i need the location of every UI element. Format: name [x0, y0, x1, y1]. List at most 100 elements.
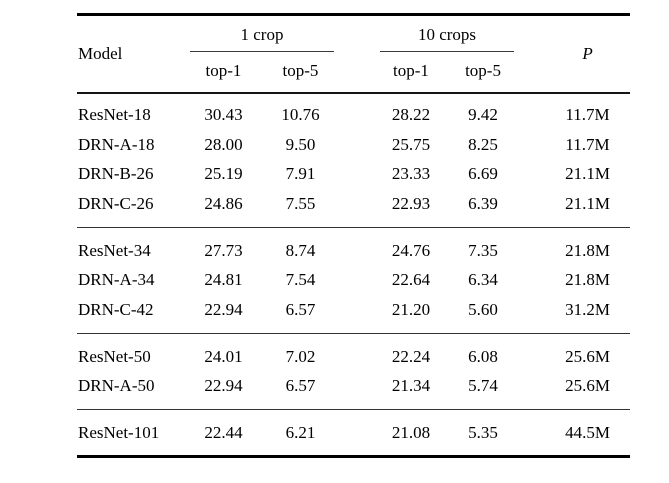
crop10-top1-cell: 23.33 — [391, 164, 431, 183]
column-spacer — [339, 93, 375, 130]
column-header-10crops-top1: top-1 — [375, 52, 447, 94]
column-spacer — [339, 189, 375, 227]
crop1-top1-cell: 24.81 — [204, 270, 243, 289]
model-cell: ResNet-101 — [77, 409, 185, 457]
column-spacer — [339, 332, 375, 372]
params-cell: 21.1M — [565, 193, 610, 213]
crop1-top5-cell: 7.55 — [285, 193, 316, 213]
column-spacer — [339, 372, 375, 410]
table-body: ResNet-18 30.43 10.76 28.22 9.42 11.7M D… — [77, 93, 631, 457]
crop10-top5-cell: 5.35 — [447, 409, 520, 457]
params-cell: 11.7M — [565, 105, 610, 124]
params-cell: 25.6M — [565, 376, 610, 395]
column-spacer — [519, 160, 545, 190]
crop1-top1-cell: 22.94 — [204, 299, 243, 319]
crop10-top1-cell: 22.24 — [375, 332, 447, 372]
crop10-top5-cell: 6.39 — [468, 193, 498, 213]
table-row: DRN-C-26 24.86 7.55 22.93 6.39 21.1M — [77, 189, 630, 227]
crop1-top5-cell: 6.57 — [285, 376, 316, 395]
crop1-top1-cell: 24.01 — [185, 332, 262, 372]
crop10-top1-cell: 22.64 — [391, 270, 431, 289]
column-group-header-1crop: 1 crop — [185, 15, 339, 52]
column-spacer — [519, 226, 546, 266]
crop1-top5-cell: 6.21 — [262, 409, 339, 457]
model-cell: DRN-C-42 — [78, 299, 154, 319]
crop10-top1-cell: 22.93 — [391, 193, 431, 213]
column-header-1crop-top5: top-5 — [262, 52, 339, 94]
crop10-top1-cell: 21.20 — [391, 299, 431, 319]
table-row: ResNet-50 24.01 7.02 22.24 6.08 25.6M — [77, 332, 631, 372]
column-spacer — [519, 189, 545, 227]
crop10-top1-cell: 25.75 — [391, 134, 431, 154]
group-label-1crop: 1 crop — [190, 24, 334, 52]
crop1-top1-cell: 27.73 — [185, 226, 262, 266]
params-cell: 25.6M — [545, 332, 631, 372]
column-spacer — [339, 160, 375, 190]
column-spacer — [519, 266, 545, 296]
crop10-top5-cell: 6.34 — [468, 270, 498, 289]
table-row: DRN-A-50 22.94 6.57 21.34 5.74 25.6M — [77, 372, 630, 410]
column-spacer — [519, 372, 545, 410]
crop1-top5-cell: 9.50 — [285, 134, 316, 154]
crop1-top1-cell: 22.94 — [204, 376, 243, 395]
crop10-top1-cell: 21.08 — [375, 409, 447, 457]
crop1-top5-cell: 10.76 — [281, 105, 320, 124]
model-cell: ResNet-50 — [77, 332, 185, 372]
params-cell: 21.8M — [545, 226, 631, 266]
table-header: Model 1 crop 10 crops P top-1 top-5 top-… — [77, 14, 631, 94]
column-header-params: P — [545, 14, 631, 94]
crop10-top5-cell: 9.42 — [468, 105, 498, 124]
crop10-top5-cell: 6.08 — [447, 332, 520, 372]
results-table: Model 1 crop 10 crops P top-1 top-5 top-… — [77, 13, 631, 458]
column-spacer — [519, 93, 545, 130]
crop1-top5-cell: 8.74 — [262, 226, 339, 266]
crop10-top5-cell: 7.35 — [447, 226, 520, 266]
column-spacer — [339, 130, 375, 160]
crop1-top1-cell: 28.00 — [204, 134, 243, 154]
sub-header-row: top-1 top-5 top-1 top-5 — [77, 52, 630, 94]
crop10-top5-cell: 8.25 — [468, 134, 498, 154]
table-row: ResNet-34 27.73 8.74 24.76 7.35 21.8M — [77, 226, 631, 266]
crop10-top5-cell: 6.69 — [468, 164, 498, 183]
column-spacer — [339, 226, 375, 266]
crop1-top5-cell: 6.57 — [285, 299, 316, 319]
model-cell: DRN-C-26 — [78, 193, 154, 213]
crop1-top5-cell: 7.02 — [262, 332, 339, 372]
crop1-top1-cell: 25.19 — [204, 164, 243, 183]
group-header-row: Model 1 crop 10 crops P — [77, 14, 631, 94]
crop1-top1-cell: 22.44 — [185, 409, 262, 457]
column-spacer — [339, 409, 375, 457]
crop1-top5-cell: 7.54 — [285, 270, 316, 289]
crop10-top1-cell: 24.76 — [375, 226, 447, 266]
column-spacer — [519, 130, 545, 160]
column-spacer — [339, 295, 375, 333]
column-spacer — [339, 266, 375, 296]
column-header-10crops-top5: top-5 — [447, 52, 520, 94]
params-cell: 21.1M — [565, 164, 610, 183]
column-spacer — [519, 409, 546, 457]
model-cell: DRN-A-18 — [78, 134, 155, 154]
crop10-top5-cell: 5.60 — [468, 299, 498, 319]
table-row: DRN-C-42 22.94 6.57 21.20 5.60 31.2M — [77, 295, 630, 333]
model-cell: ResNet-34 — [77, 226, 185, 266]
params-cell: 31.2M — [565, 299, 610, 319]
column-spacer — [519, 295, 545, 333]
crop1-top1-cell: 30.43 — [204, 105, 243, 124]
params-cell: 11.7M — [565, 134, 610, 154]
table-row: DRN-A-34 24.81 7.54 22.64 6.34 21.8M — [77, 266, 630, 296]
column-header-1crop-top1: top-1 — [185, 52, 262, 94]
table-row: ResNet-18 30.43 10.76 28.22 9.42 11.7M — [77, 93, 630, 130]
table-row: DRN-A-18 28.00 9.50 25.75 8.25 11.7M — [77, 130, 630, 160]
table-row: ResNet-101 22.44 6.21 21.08 5.35 44.5M — [77, 409, 631, 457]
crop10-top1-cell: 28.22 — [391, 105, 431, 124]
crop1-top5-cell: 7.91 — [285, 164, 316, 183]
crop10-top5-cell: 5.74 — [468, 376, 498, 395]
model-cell: DRN-A-34 — [78, 270, 155, 289]
params-cell: 21.8M — [565, 270, 610, 289]
column-spacer — [519, 332, 546, 372]
table-row: DRN-B-26 25.19 7.91 23.33 6.69 21.1M — [77, 160, 630, 190]
crop10-top1-cell: 21.34 — [391, 376, 431, 395]
params-cell: 44.5M — [545, 409, 631, 457]
crop1-top1-cell: 24.86 — [204, 193, 243, 213]
